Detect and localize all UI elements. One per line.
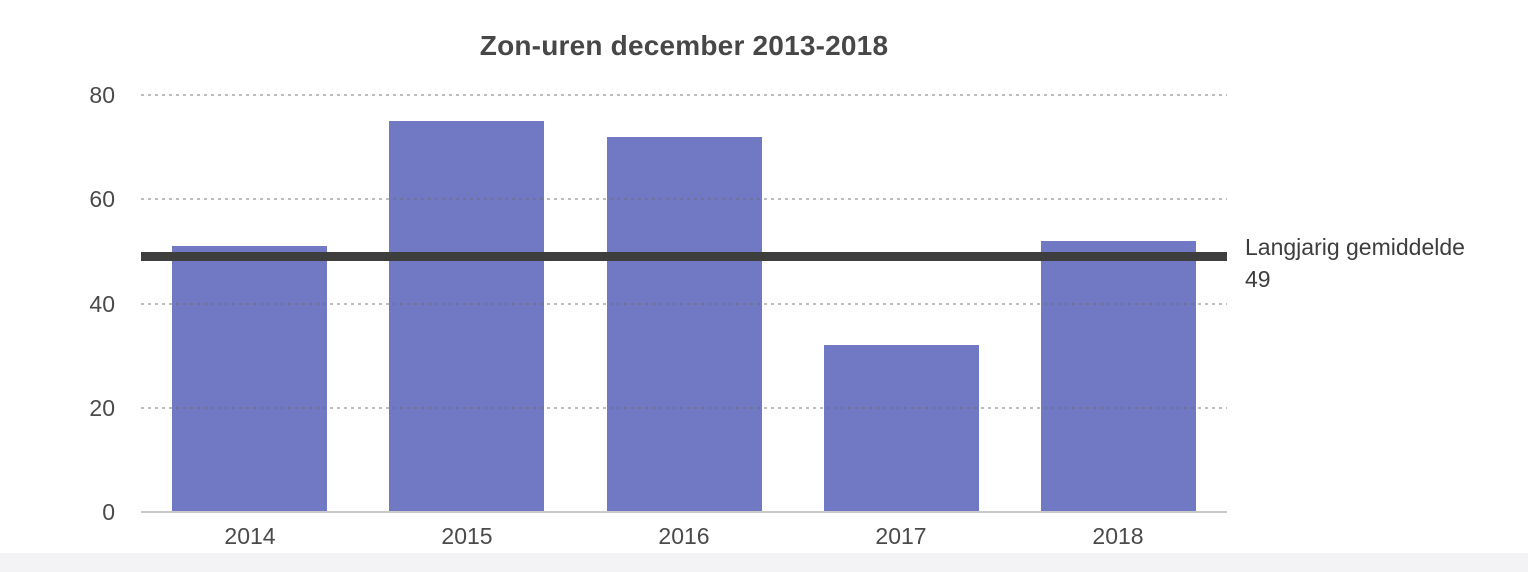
x-axis-label-2014: 2014 [224,523,276,549]
gridline-y-60 [141,198,1227,200]
x-axis-label-2018: 2018 [1092,523,1144,549]
bar-2017 [824,345,979,512]
y-axis-label-0: 0 [102,499,115,525]
window-bottom-strip [0,553,1528,572]
gridline-y-20 [141,407,1227,409]
gridline-y-40 [141,303,1227,305]
average-line-label: Langjarig gemiddelde [1245,234,1465,260]
long-term-average-line [141,252,1227,261]
y-axis-label-20: 20 [89,395,115,421]
bar-2015 [389,121,544,512]
y-axis-label-80: 80 [89,82,115,108]
x-axis-label-2015: 2015 [441,523,493,549]
y-axis-label-40: 40 [89,291,115,317]
average-line-annotation: Langjarig gemiddelde 49 [1245,231,1465,295]
bar-2018 [1041,241,1196,512]
x-axis-line [141,511,1227,513]
y-axis-label-60: 60 [89,186,115,212]
bar-2016 [607,137,762,512]
x-axis-label-2017: 2017 [875,523,927,549]
gridline-y-80 [141,94,1227,96]
chart-title: Zon-uren december 2013-2018 [479,30,889,61]
x-axis-label-2016: 2016 [658,523,710,549]
bar-2014 [172,246,327,512]
average-line-value: 49 [1245,266,1271,292]
